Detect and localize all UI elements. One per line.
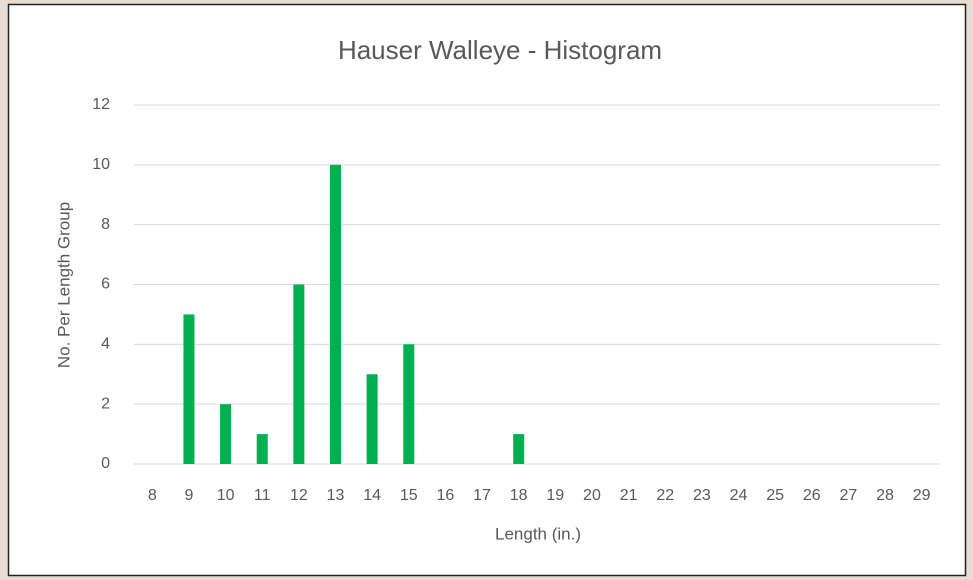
x-tick-label: 17	[473, 487, 491, 504]
bar	[330, 164, 341, 465]
x-tick-label: 23	[693, 487, 711, 504]
bar	[513, 434, 525, 464]
y-tick-label: 8	[101, 216, 110, 233]
x-tick-label: 12	[290, 487, 308, 504]
x-tick-label: 20	[583, 487, 601, 504]
y-tick-label: 6	[101, 276, 110, 293]
x-axis-title: Length (in.)	[495, 524, 581, 543]
x-tick-label: 15	[400, 487, 418, 504]
x-tick-label: 16	[437, 487, 455, 504]
bar	[403, 344, 415, 464]
x-tick-label: 24	[730, 487, 748, 504]
chart-title: Hauser Walleye - Histogram	[338, 35, 662, 65]
x-tick-label: 8	[148, 487, 157, 504]
x-tick-label: 19	[546, 487, 564, 504]
x-tick-label: 10	[217, 487, 235, 504]
x-tick-label: 22	[656, 487, 674, 504]
x-tick-label: 18	[510, 487, 528, 504]
x-tick-label: 21	[620, 487, 638, 504]
x-tick-label: 26	[803, 487, 821, 504]
x-tick-label: 13	[327, 487, 345, 504]
y-tick-label: 4	[101, 336, 110, 353]
bar	[256, 434, 268, 464]
y-tick-label: 2	[101, 395, 110, 412]
x-tick-label: 11	[254, 487, 271, 504]
x-tick-label: 27	[840, 487, 858, 504]
y-tick-label: 12	[92, 96, 110, 113]
bar	[366, 374, 378, 464]
bar	[293, 284, 305, 464]
bar	[220, 404, 232, 464]
x-tick-label: 29	[913, 487, 931, 504]
x-tick-label: 28	[876, 487, 894, 504]
x-tick-label: 25	[766, 487, 784, 504]
bar	[183, 314, 195, 464]
y-tick-label: 0	[101, 455, 110, 472]
x-tick-label: 14	[363, 487, 381, 504]
y-axis-title: No. Per Length Group	[54, 202, 73, 368]
y-tick-label: 10	[92, 156, 110, 173]
chart-frame	[7, 3, 967, 577]
x-tick-label: 9	[185, 487, 194, 504]
